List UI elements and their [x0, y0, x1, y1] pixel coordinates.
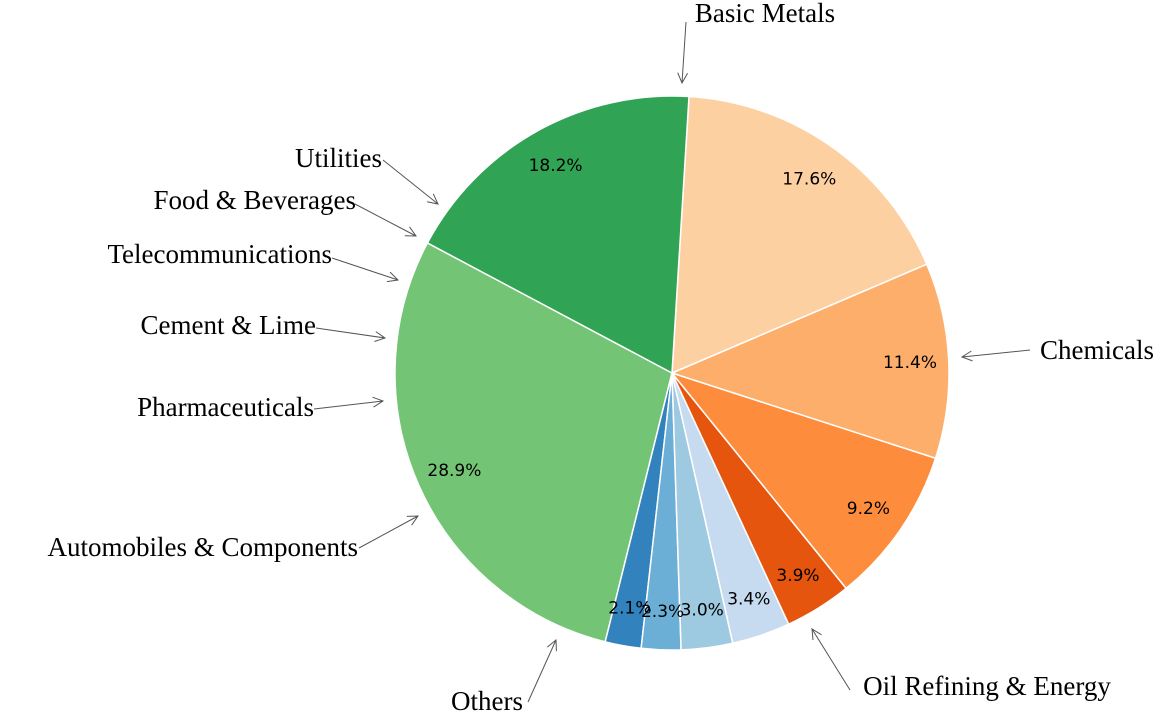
percent-label-oil-refining-and-energy: 17.6% [782, 169, 836, 189]
percent-label-telecommunications: 3.0% [681, 600, 724, 620]
slice-basic-metals [394, 241, 673, 643]
leader-line-basic-metals [677, 21, 689, 85]
leader-line-pharmaceuticals [313, 396, 385, 410]
percent-label-basic-metals: 28.9% [427, 461, 481, 481]
leader-line-utilities [382, 159, 439, 205]
category-label-cement-and-lime: Cement & Lime [141, 310, 316, 340]
category-label-telecommunications: Telecommunications [107, 239, 332, 269]
percent-label-utilities: 2.1% [608, 599, 651, 619]
leader-line-cement-and-lime [315, 327, 387, 342]
category-labels: Basic Metals Utilities Food & Beverages Tel… [48, 0, 1154, 716]
percent-label-others: 11.4% [883, 353, 937, 373]
pie-slices [394, 95, 950, 651]
percent-label-automobiles-and-components: 9.2% [847, 499, 890, 519]
slice-oil-refining-and-energy [671, 95, 928, 375]
leader-line-automobiles-and-components [358, 515, 419, 549]
leader-line-oil-refining-and-energy [811, 628, 851, 691]
category-label-food-and-beverages: Food & Beverages [154, 185, 356, 215]
category-label-utilities: Utilities [295, 143, 382, 173]
category-label-automobiles-and-components: Automobiles & Components [48, 532, 359, 562]
category-label-chemicals: Chemicals [1040, 335, 1154, 365]
slice-chemicals [426, 95, 690, 375]
percent-label-pharmaceuticals: 3.9% [776, 566, 819, 586]
category-label-others: Others [451, 686, 523, 716]
category-label-pharmaceuticals: Pharmaceuticals [137, 392, 314, 422]
percent-label-food-and-beverages: 2.3% [641, 602, 684, 622]
leader-line-chemicals [960, 349, 1031, 362]
category-label-basic-metals: Basic Metals [695, 0, 835, 28]
percent-label-chemicals: 18.2% [529, 156, 583, 176]
percent-label-cement-and-lime: 3.4% [727, 590, 770, 610]
leader-line-others [527, 638, 557, 703]
percent-labels: 28.9% 2.1%2.3%3.0%3.4% 3.9% 9.2% 11.4% 17.6% 1… [427, 156, 937, 622]
slice-automobiles-and-components [669, 371, 937, 590]
leader-line-food-and-beverages [354, 203, 417, 237]
leader-line-telecommunications [331, 257, 400, 283]
leader-lines [313, 21, 1031, 703]
category-label-oil-refining-and-energy: Oil Refining & Energy [863, 671, 1111, 701]
slice-others [669, 263, 950, 460]
